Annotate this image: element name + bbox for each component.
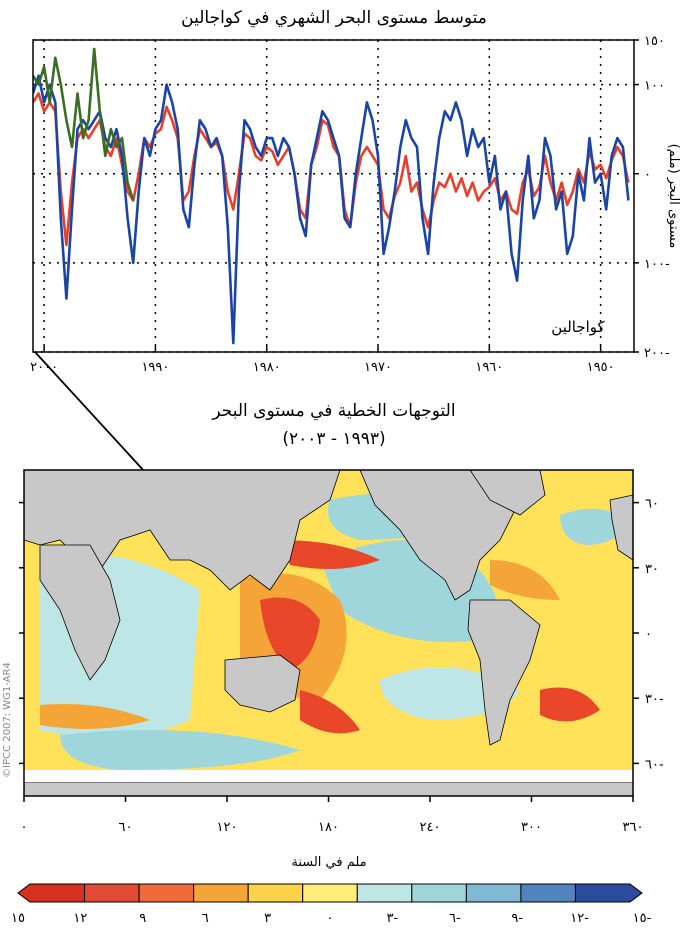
map-y-tick-label: ٦٠ (645, 497, 659, 512)
map-x-tick-label: ٠ (21, 820, 28, 835)
land-masses (24, 470, 633, 796)
series-line-blue (33, 74, 630, 345)
antarctica-landmass (24, 781, 633, 796)
map-x-tick-label: ١٢٠ (217, 820, 238, 835)
colorbar-swatch (138, 883, 195, 903)
line-chart-title: متوسط مستوى البحر الشهري في كواجالين (181, 8, 487, 28)
map-y-tick-label: ٣٠ (645, 562, 659, 577)
series-line-green (33, 47, 135, 201)
colorbar-swatches (17, 883, 643, 903)
ocean-trend-zone (280, 540, 380, 569)
map-x-tick-label: ٢٤٠ (420, 820, 441, 835)
map-x-tick-label: ١٨٠ (318, 820, 339, 835)
colorbar-tick-label: ١٥- (633, 911, 652, 926)
x-tick-label: ١٩٩٠ (141, 360, 169, 375)
ocean-trend-zone (490, 560, 560, 600)
x-tick-label: ١٩٧٠ (364, 360, 392, 375)
x-tick-label: ١٩٥٠ (587, 360, 615, 375)
australia-landmass (224, 654, 301, 713)
south-america-landmass (467, 599, 541, 746)
colorbar-label: ملم في السنة (291, 855, 366, 870)
map-y-tick-label: ٣٠- (645, 692, 664, 707)
europe-landmass (609, 494, 633, 561)
map-x-tick-label: ٣٠٠ (521, 820, 542, 835)
y-tick-label: ٠ (644, 168, 651, 183)
colorbar-tick-label: ٦ (202, 911, 209, 926)
x-tick-label: ٢٠٠٠ (30, 360, 58, 375)
colorbar-swatch (356, 883, 413, 903)
ocean-trend-zone (540, 687, 600, 722)
colorbar-ticks: ١٥ ١٢ ٩ ٦ ٣ ٠ ٣- ٦- ٩- ١٢- ١٥- (11, 911, 652, 926)
colorbar-tick-label: ٠ (327, 911, 334, 926)
map-y-ticks: ٦٠ ٣٠ ٠ ٣٠- ٦٠- (19, 497, 664, 772)
colorbar-tick-label: ٦- (449, 911, 461, 926)
sea-level-trend-map: التوجهات الخطية في مستوى البحر (١٩٩٣ - ٢… (19, 401, 664, 835)
colorbar-swatch (193, 883, 249, 903)
ocean-trend-zone (560, 508, 625, 545)
ocean-trend-zone (40, 704, 150, 729)
map-x-ticks: ٠ ٦٠ ١٢٠ ١٨٠ ٢٤٠ ٣٠٠ ٣٦٠ (21, 796, 644, 835)
eurasia-landmass (24, 470, 341, 591)
y-tick-label: ١٠٠ (644, 79, 665, 94)
greenland-landmass (469, 470, 546, 516)
map-field (24, 470, 633, 796)
colorbar-swatch (520, 883, 576, 903)
colorbar-tick-label: ٣- (387, 911, 399, 926)
line-chart-y-ticks: ١٥٠ ١٠٠ ٠ ١٠٠- ٢٠٠- (634, 34, 670, 361)
colorbar-tick-label: ٩- (511, 911, 523, 926)
colorbar-swatch (302, 883, 358, 903)
colorbar-swatch (17, 883, 86, 903)
y-tick-label: ١٥٠ (644, 34, 665, 49)
map-subtitle: (١٩٩٣ - ٢٠٠٣) (282, 429, 385, 449)
colorbar-tick-label: ١٢ (73, 911, 87, 926)
tide-gauge-chart: متوسط مستوى البحر الشهري في كواجالين ٢٠٠… (30, 8, 681, 375)
colorbar-tick-label: ١٥ (11, 911, 25, 926)
x-tick-label: ١٩٨٠ (253, 360, 281, 375)
colorbar-swatch (465, 883, 522, 903)
colorbar-tick-label: ٣ (264, 911, 271, 926)
line-chart-grid (33, 39, 634, 353)
map-x-tick-label: ٣٦٠ (623, 820, 644, 835)
colorbar-swatch (247, 883, 304, 903)
ipcc-credit: ©IPCC 2007: WG1-AR4 (2, 662, 13, 778)
line-chart-y-label: مستوى البحر (ملم) (666, 144, 681, 249)
map-y-tick-label: ٦٠- (645, 757, 664, 772)
ocean-trend-zone (60, 730, 300, 770)
ocean-trend-zone (260, 597, 320, 670)
colorbar: ملم في السنة ١٥ ١٢ ٩ ٦ ٣ ٠ ٣- ٦- ٩- ١٢- ١٥- (11, 855, 652, 926)
colorbar-swatch (411, 883, 467, 903)
line-chart-series (33, 47, 630, 345)
line-chart-x-ticks: ٢٠٠٠ ١٩٩٠ ١٩٨٠ ١٩٧٠ ١٩٦٠ ١٩٥٠ (30, 346, 615, 375)
colorbar-swatch (574, 883, 643, 903)
map-x-tick-label: ٦٠ (119, 820, 133, 835)
missing-data-band (24, 770, 633, 782)
y-tick-label: ٢٠٠- (644, 346, 670, 361)
colorbar-tick-label: ٩ (139, 911, 146, 926)
line-chart-frame (32, 39, 635, 353)
colorbar-swatch (84, 883, 140, 903)
ocean-trend-zone (300, 690, 360, 734)
colorbar-tick-label: ١٢- (570, 911, 589, 926)
map-y-tick-label: ٠ (645, 627, 652, 642)
y-tick-label: ١٠٠- (644, 257, 670, 272)
map-title: التوجهات الخطية في مستوى البحر (211, 401, 455, 421)
africa-landmass (39, 544, 121, 681)
station-label: كواجالين (551, 318, 605, 336)
x-tick-label: ١٩٦٠ (475, 360, 503, 375)
